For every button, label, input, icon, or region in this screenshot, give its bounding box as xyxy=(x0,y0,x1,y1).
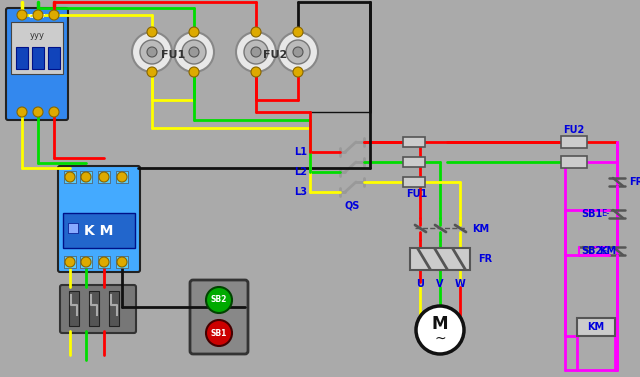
Text: FR: FR xyxy=(478,254,492,264)
Circle shape xyxy=(293,47,303,57)
Text: FU1: FU1 xyxy=(406,189,428,199)
Circle shape xyxy=(49,10,59,20)
Circle shape xyxy=(251,67,261,77)
Text: FU2: FU2 xyxy=(563,125,584,135)
Text: M: M xyxy=(432,315,448,333)
Text: K M: K M xyxy=(84,224,114,238)
Text: SB2: SB2 xyxy=(582,246,603,256)
Text: FU2: FU2 xyxy=(263,50,287,60)
Bar xyxy=(116,256,128,268)
Circle shape xyxy=(147,47,157,57)
Bar xyxy=(403,177,425,187)
FancyBboxPatch shape xyxy=(60,285,136,333)
Circle shape xyxy=(206,320,232,346)
Bar xyxy=(98,256,110,268)
Circle shape xyxy=(49,107,59,117)
Circle shape xyxy=(99,172,109,182)
Circle shape xyxy=(236,32,276,72)
Bar xyxy=(89,291,99,326)
Circle shape xyxy=(33,10,43,20)
Bar xyxy=(109,291,119,326)
Text: V: V xyxy=(436,279,444,289)
Circle shape xyxy=(174,32,214,72)
Text: L3: L3 xyxy=(294,187,307,197)
Circle shape xyxy=(65,257,75,267)
Bar xyxy=(11,22,63,74)
Circle shape xyxy=(99,257,109,267)
Text: FU1: FU1 xyxy=(161,50,185,60)
Text: QS: QS xyxy=(344,201,360,211)
Circle shape xyxy=(189,27,199,37)
FancyBboxPatch shape xyxy=(58,166,140,272)
Text: E-: E- xyxy=(601,247,609,256)
Circle shape xyxy=(17,10,27,20)
Text: U: U xyxy=(416,279,424,289)
Bar xyxy=(69,291,79,326)
Bar xyxy=(80,171,92,183)
Bar xyxy=(410,248,470,270)
Text: SB1: SB1 xyxy=(211,328,227,337)
Text: yyy: yyy xyxy=(29,32,45,40)
Circle shape xyxy=(65,172,75,182)
Bar xyxy=(48,47,60,69)
Circle shape xyxy=(206,287,232,313)
Circle shape xyxy=(244,40,268,64)
Circle shape xyxy=(81,257,91,267)
Text: SB1: SB1 xyxy=(582,209,603,219)
FancyBboxPatch shape xyxy=(190,280,248,354)
Circle shape xyxy=(140,40,164,64)
Bar xyxy=(64,171,76,183)
Circle shape xyxy=(278,32,318,72)
Bar xyxy=(68,223,78,233)
Circle shape xyxy=(132,32,172,72)
Bar xyxy=(16,47,28,69)
Bar xyxy=(561,156,587,168)
Circle shape xyxy=(117,257,127,267)
Bar xyxy=(561,136,587,148)
Bar xyxy=(80,256,92,268)
Text: SB2: SB2 xyxy=(211,296,227,305)
Circle shape xyxy=(147,67,157,77)
Circle shape xyxy=(182,40,206,64)
Circle shape xyxy=(293,27,303,37)
Circle shape xyxy=(293,67,303,77)
Bar xyxy=(577,318,615,336)
FancyBboxPatch shape xyxy=(6,8,68,120)
Text: FR: FR xyxy=(629,177,640,187)
Text: KM: KM xyxy=(599,246,616,256)
Bar xyxy=(63,213,135,248)
Circle shape xyxy=(251,47,261,57)
Bar xyxy=(64,256,76,268)
Text: ~: ~ xyxy=(434,332,446,346)
Circle shape xyxy=(286,40,310,64)
Text: KM: KM xyxy=(472,224,489,234)
Text: L1: L1 xyxy=(294,147,307,157)
Circle shape xyxy=(189,47,199,57)
Circle shape xyxy=(33,107,43,117)
Bar xyxy=(98,171,110,183)
Bar xyxy=(403,157,425,167)
Circle shape xyxy=(17,107,27,117)
Text: CHNT: CHNT xyxy=(29,14,45,18)
Circle shape xyxy=(416,306,464,354)
Text: KM: KM xyxy=(588,322,605,332)
Circle shape xyxy=(117,172,127,182)
Bar xyxy=(403,137,425,147)
Circle shape xyxy=(147,27,157,37)
Text: L2: L2 xyxy=(294,167,307,177)
Bar xyxy=(116,171,128,183)
Circle shape xyxy=(189,67,199,77)
Circle shape xyxy=(251,27,261,37)
Bar xyxy=(32,47,44,69)
Text: W: W xyxy=(454,279,465,289)
Text: E-: E- xyxy=(601,210,609,219)
Circle shape xyxy=(81,172,91,182)
